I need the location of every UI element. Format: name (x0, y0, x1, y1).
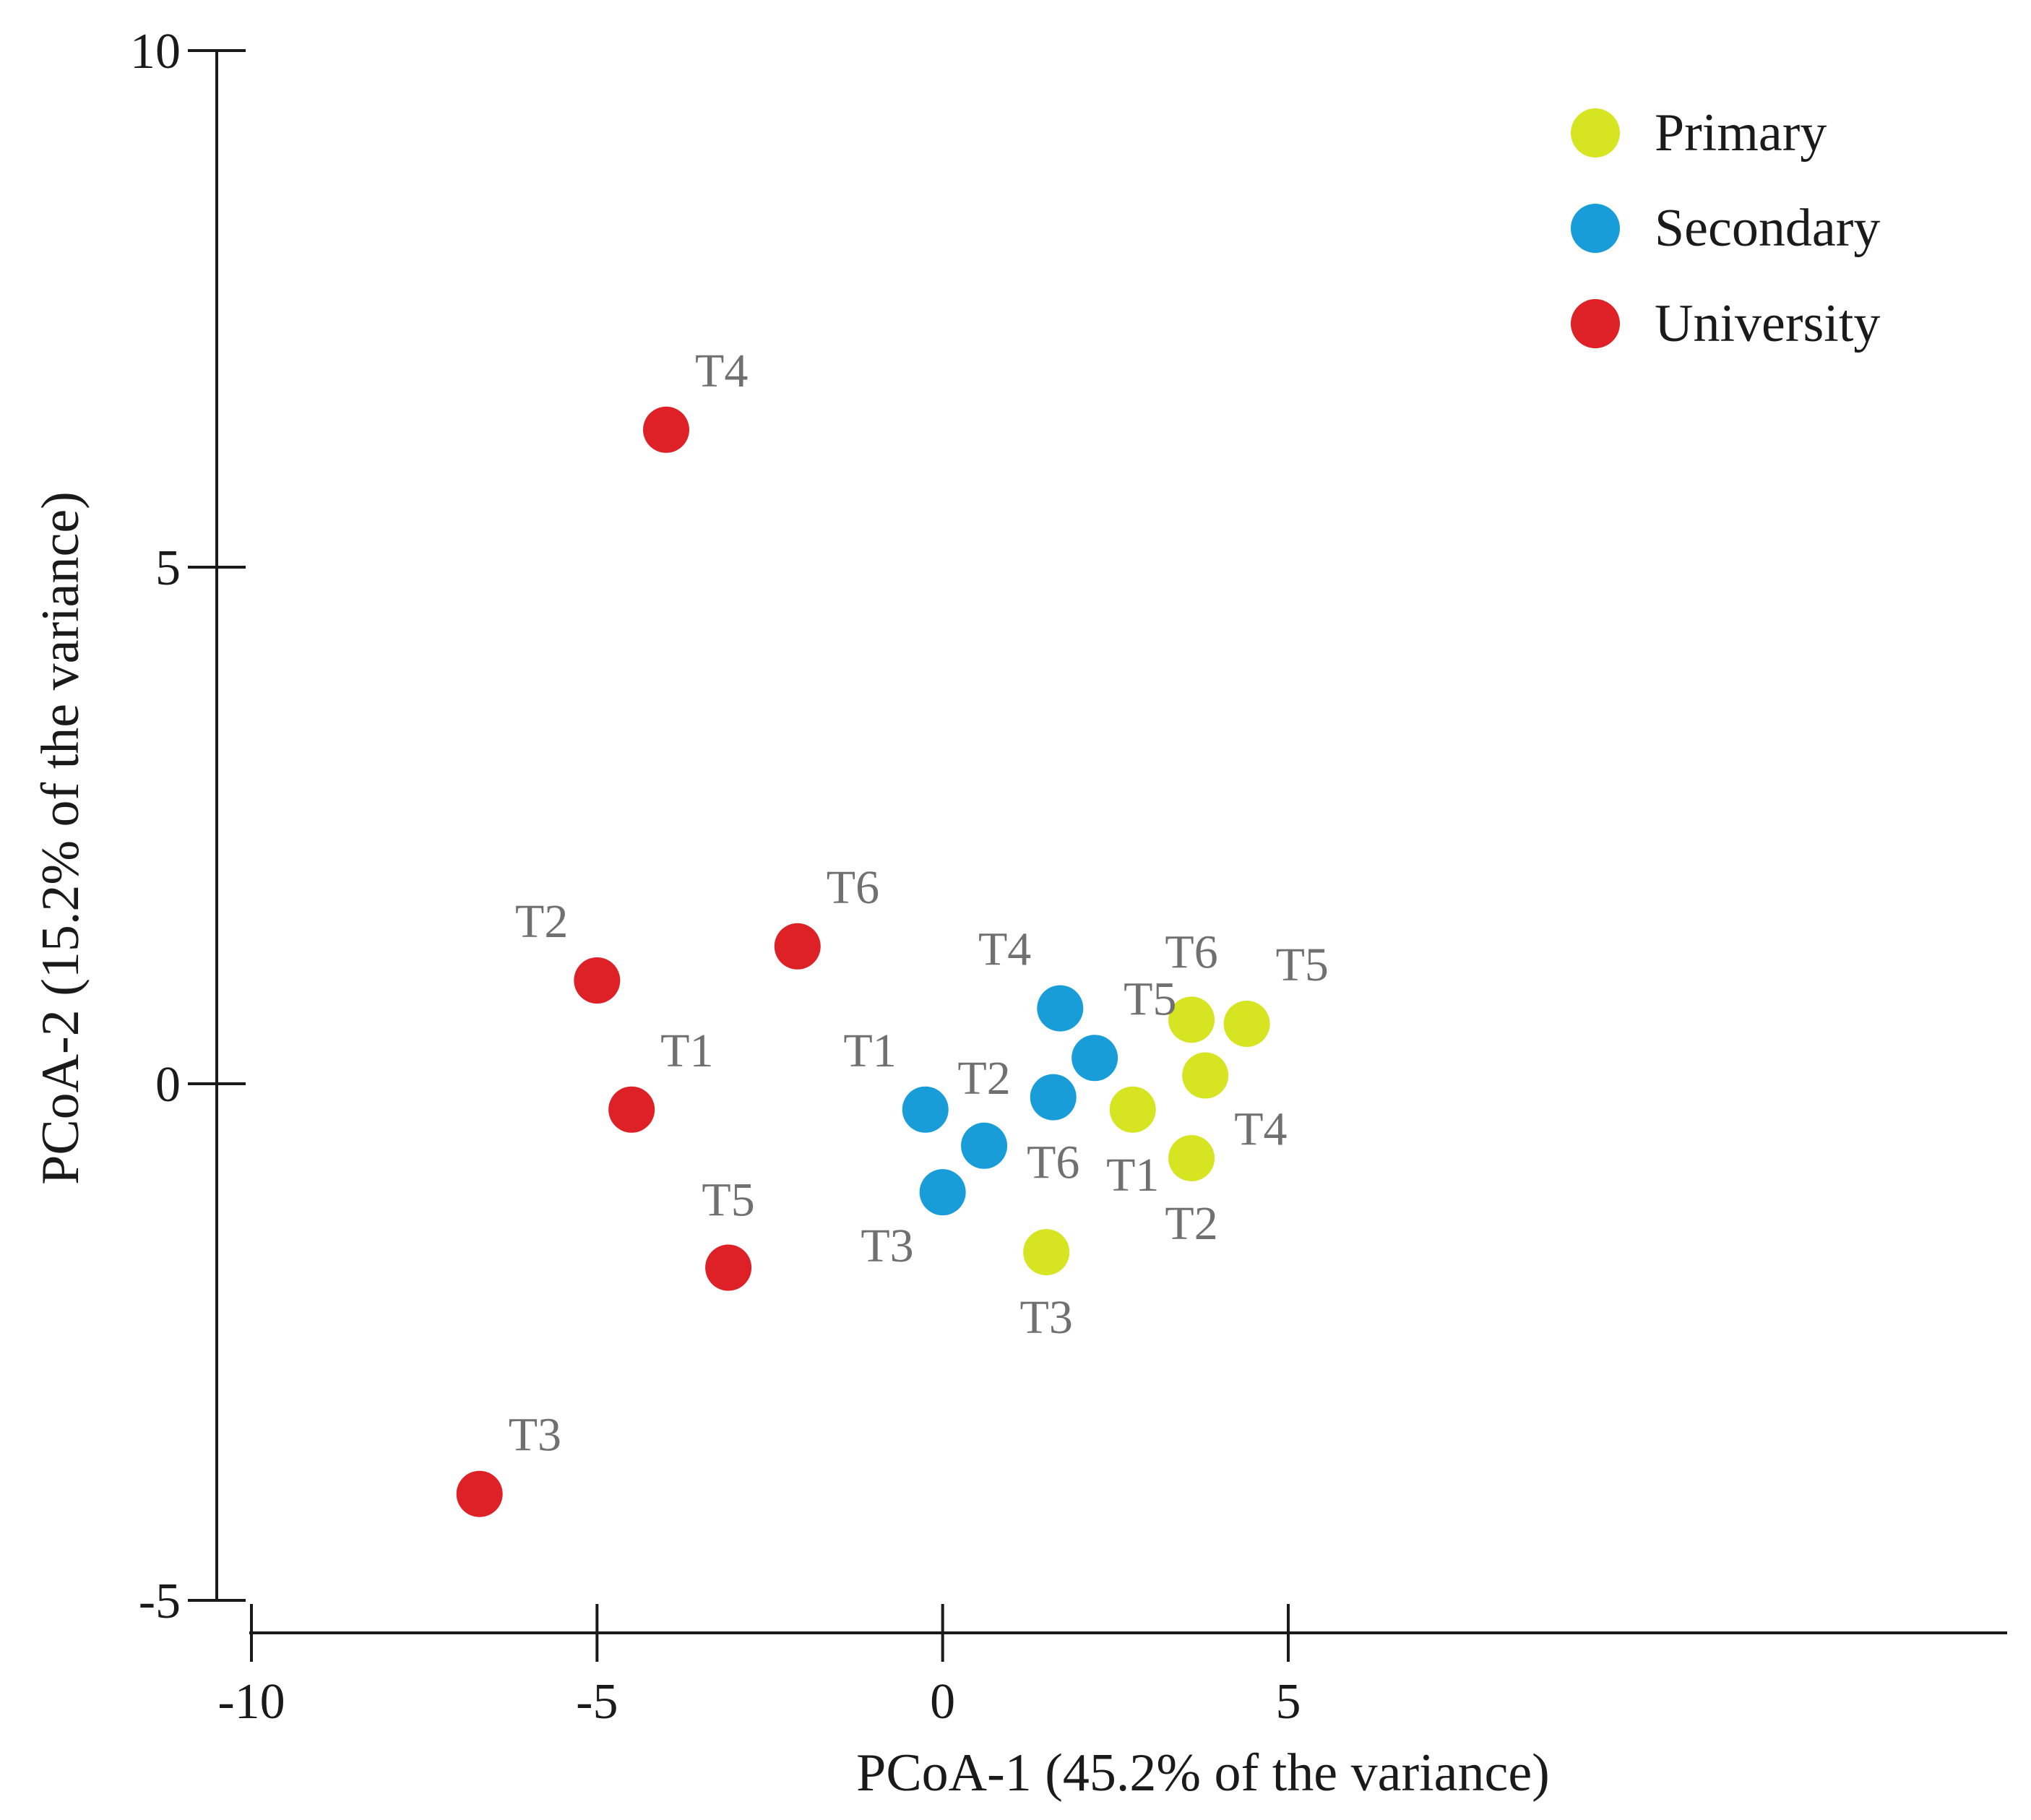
x-tick-label: 0 (930, 1674, 955, 1730)
university-point-label-t5: T5 (702, 1174, 754, 1227)
x-tick-label: 5 (1276, 1674, 1301, 1730)
university-point-label-t3: T3 (509, 1409, 561, 1462)
university-point-label-t2: T2 (515, 895, 568, 948)
secondary-point-label-t2: T2 (957, 1052, 1010, 1105)
x-axis-title: PCoA-1 (45.2% of the variance) (856, 1743, 1550, 1803)
legend-label-university: University (1655, 294, 1880, 353)
legend-marker-university (1571, 299, 1620, 348)
y-tick-label: -5 (139, 1574, 181, 1629)
primary-point-label-t4: T4 (1234, 1103, 1287, 1156)
secondary-point-label-t4: T4 (978, 923, 1031, 976)
university-point-t1 (608, 1086, 655, 1133)
secondary-point-label-t1: T1 (843, 1025, 896, 1077)
legend-marker-secondary (1571, 204, 1620, 253)
y-tick-label: 0 (155, 1057, 181, 1113)
primary-point-label-t1: T1 (1106, 1149, 1159, 1202)
legend-marker-primary (1571, 108, 1620, 158)
secondary-point-t5 (1071, 1035, 1118, 1082)
secondary-point-t6 (1030, 1074, 1077, 1121)
primary-point-t2 (1168, 1134, 1215, 1181)
legend: Primary Secondary University (1571, 103, 1880, 353)
secondary-point-label-t5: T5 (1124, 972, 1176, 1025)
primary-point-t6 (1168, 996, 1215, 1043)
y-tick-label: 10 (130, 24, 181, 79)
x-tick-label: -5 (576, 1674, 618, 1730)
primary-point-t3 (1023, 1229, 1070, 1276)
y-tick-label: 5 (155, 540, 181, 596)
secondary-point-t3 (919, 1169, 966, 1216)
legend-label-primary: Primary (1655, 103, 1827, 163)
x-tick-label: -10 (217, 1674, 285, 1730)
secondary-point-t2 (961, 1122, 1008, 1169)
university-point-t6 (774, 923, 821, 970)
primary-point-t4 (1182, 1052, 1229, 1099)
primary-point-t5 (1223, 1001, 1270, 1048)
primary-point-label-t6: T6 (1165, 926, 1217, 978)
university-point-label-t6: T6 (827, 861, 879, 914)
university-point-t3 (456, 1470, 503, 1517)
secondary-point-t4 (1037, 985, 1084, 1032)
university-point-t2 (574, 957, 621, 1004)
university-point-t5 (705, 1244, 752, 1291)
primary-point-label-t5: T5 (1276, 939, 1329, 991)
secondary-point-label-t6: T6 (1027, 1137, 1079, 1189)
university-point-label-t1: T1 (660, 1025, 713, 1077)
primary-point-label-t2: T2 (1165, 1197, 1217, 1250)
secondary-point-t1 (902, 1086, 949, 1133)
legend-label-secondary: Secondary (1655, 199, 1880, 258)
y-axis-title: PCoA-2 (15.2% of the variance) (31, 491, 90, 1185)
primary-point-label-t3: T3 (1020, 1291, 1073, 1344)
university-point-t4 (643, 406, 689, 453)
primary-point-t1 (1109, 1086, 1156, 1133)
university-point-label-t4: T4 (695, 345, 748, 397)
secondary-point-label-t3: T3 (861, 1220, 913, 1272)
axes: -5 0 5 10 -10 -5 0 5 (130, 24, 2007, 1730)
